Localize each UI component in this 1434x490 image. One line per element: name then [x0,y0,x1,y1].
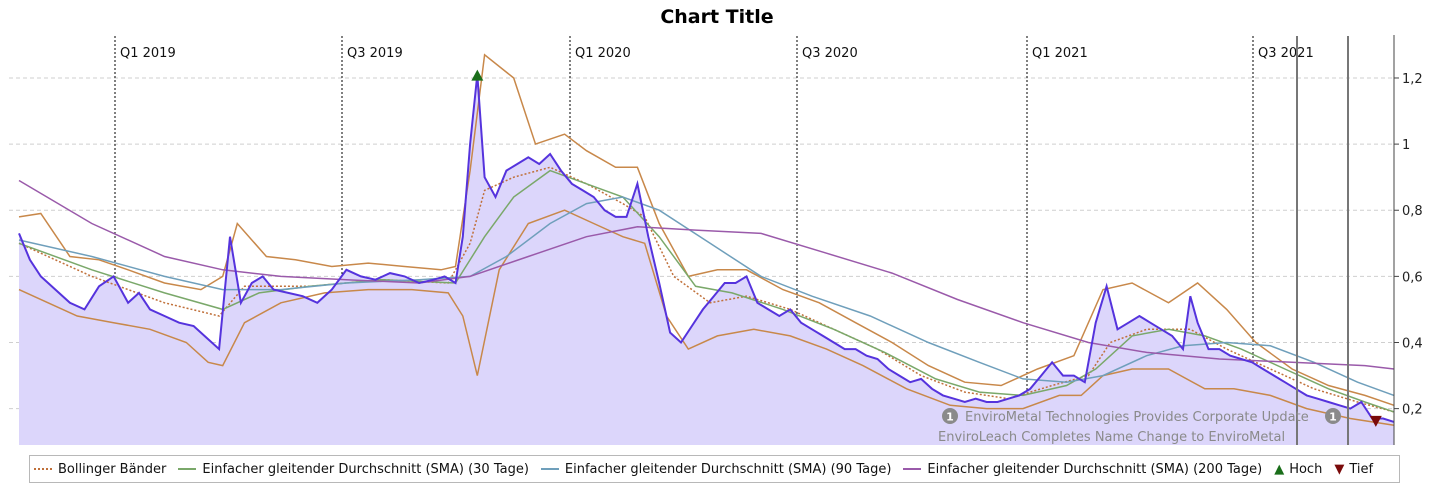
legend-label: Hoch [1289,461,1323,477]
y-tick-label: 0,4 [1402,337,1423,352]
info-icon-glyph: 1 [1329,411,1337,424]
chart-title: Chart Title [660,6,774,28]
low-marker [1369,415,1382,427]
legend: Bollinger Bänder Einfacher gleitender Dur… [29,455,1400,483]
legend-label: Tief [1349,461,1374,477]
legend-item[interactable]: Einfacher gleitender Durchschnitt (SMA) … [178,462,529,477]
y-tick-label: 0,6 [1402,270,1423,285]
price-line [18,74,1395,423]
legend-item[interactable]: ▼ Tief [1334,462,1373,477]
legend-label: Einfacher gleitender Durchschnitt (SMA) … [564,461,892,477]
legend-item[interactable]: Einfacher gleitender Durchschnitt (SMA) … [540,461,892,477]
quarter-label: Q1 2021 [1032,46,1088,61]
legend-item[interactable]: Einfacher gleitender Durchschnitt (SMA) … [903,462,1262,477]
news-annotations: 1 EnviroMetal Technologies Provides Corpo… [938,408,1341,445]
legend-swatch [540,468,559,470]
quarter-label: Q1 2020 [575,46,631,61]
legend-label: Bollinger Bänder [58,461,167,477]
legend-swatch [178,468,197,470]
legend-label: Einfacher gleitender Durchschnitt (SMA) … [927,461,1263,477]
high-marker [471,69,484,81]
quarter-label: Q3 2019 [347,46,403,61]
legend-item[interactable]: Bollinger Bänder [34,462,166,477]
overlay-series [18,53,1395,426]
y-axis: 0,2 0,4 0,6 0,8 1 1,2 [1393,35,1423,445]
legend-swatch [34,468,52,470]
overlay-line [18,179,1395,370]
overlay-line [18,53,1395,407]
y-tick-label: 0,8 [1402,204,1423,219]
overlay-line [18,196,1395,397]
up-triangle-icon: ▲ [1274,461,1285,477]
quarter-label: Q3 2020 [802,46,858,61]
quarter-label: Q3 2021 [1258,46,1314,61]
y-tick-label: 0,2 [1402,403,1423,418]
price-series [19,74,1394,445]
news-item: EnviroLeach Completes Name Change to Env… [938,430,1285,445]
news-item: EnviroMetal Technologies Provides Corpor… [965,410,1309,425]
info-icon-glyph: 1 [946,411,954,424]
legend-label: Einfacher gleitender Durchschnitt (SMA) … [202,461,529,477]
down-triangle-icon: ▼ [1334,461,1345,477]
y-tick-label: 1 [1402,138,1410,153]
info-icon [942,408,958,424]
overlay-line [18,209,1395,426]
info-icon [1325,408,1341,424]
marker-layer [471,69,1382,427]
legend-swatch [903,468,922,470]
price-area [19,74,1394,445]
quarter-label: Q1 2019 [120,46,176,61]
event-lines [1296,36,1349,445]
legend-item[interactable]: ▲ Hoch [1274,462,1322,477]
y-tick-label: 1,2 [1402,72,1423,87]
